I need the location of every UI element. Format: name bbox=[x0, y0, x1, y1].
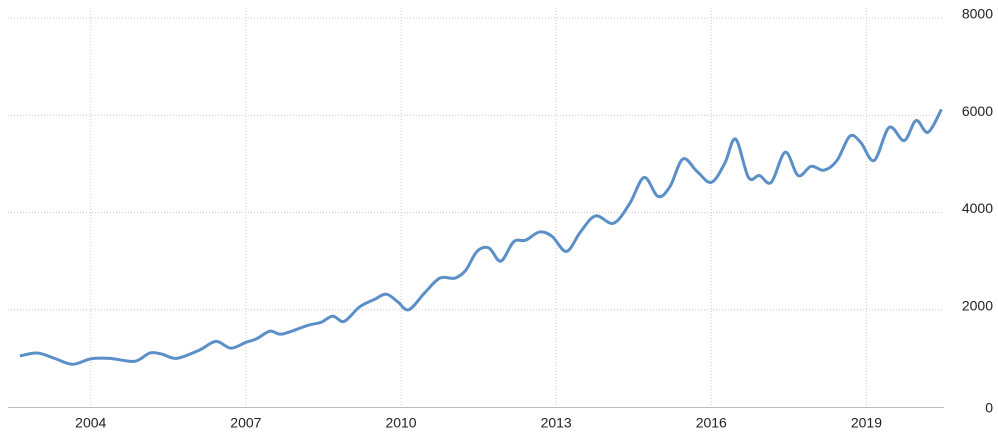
x-tick-label: 2010 bbox=[385, 415, 416, 431]
y-tick-label: 0 bbox=[985, 400, 993, 416]
x-tick-label: 2007 bbox=[230, 415, 261, 431]
x-tick-label: 2016 bbox=[696, 415, 727, 431]
x-tick-label: 2019 bbox=[851, 415, 882, 431]
y-tick-label: 2000 bbox=[962, 297, 993, 313]
y-tick-label: 6000 bbox=[962, 103, 993, 119]
y-tick-label: 4000 bbox=[962, 200, 993, 216]
x-tick-label: 2013 bbox=[541, 415, 572, 431]
x-tick-label: 2004 bbox=[75, 415, 106, 431]
y-tick-label: 8000 bbox=[962, 6, 993, 22]
line bbox=[19, 108, 943, 366]
